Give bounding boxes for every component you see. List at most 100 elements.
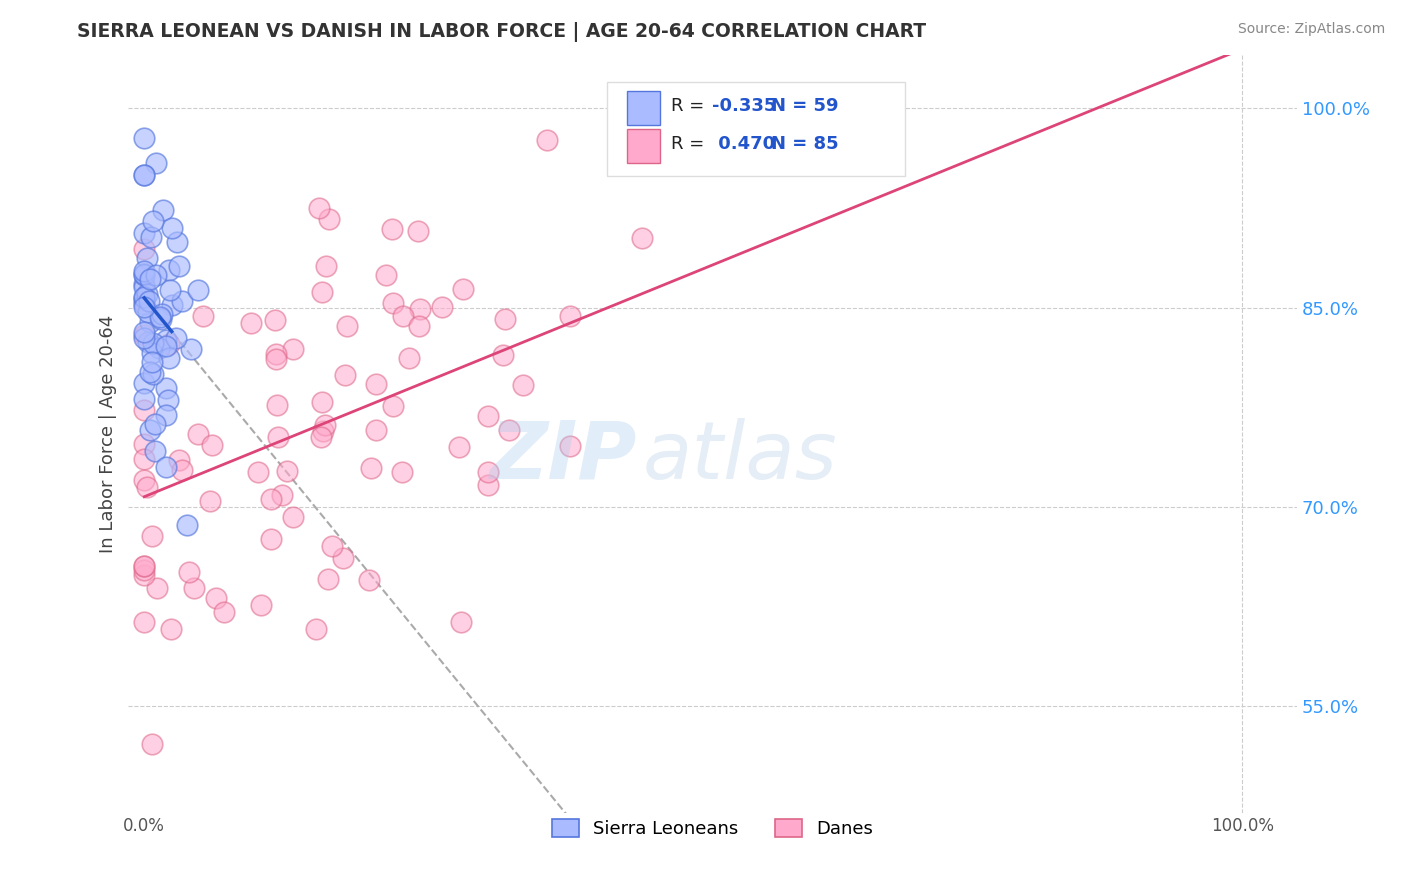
Point [318, 572, 340, 586]
Text: 0.470: 0.470 [713, 135, 776, 153]
Point [375, 268, 398, 282]
Point [336, 318, 359, 333]
Text: R =: R = [672, 97, 710, 115]
Point [139, 230, 162, 244]
Point [141, 346, 163, 360]
Point [359, 573, 381, 587]
Point [187, 427, 209, 442]
Point [134, 437, 156, 451]
Point [408, 301, 430, 316]
Point [146, 581, 169, 595]
FancyBboxPatch shape [627, 91, 659, 125]
Point [143, 417, 166, 431]
Point [136, 334, 159, 349]
Point [166, 235, 188, 249]
Point [159, 622, 181, 636]
Point [139, 315, 162, 329]
FancyBboxPatch shape [627, 128, 659, 162]
Point [494, 312, 516, 326]
Point [142, 335, 165, 350]
Point [177, 565, 200, 579]
Point [491, 348, 513, 362]
Point [135, 287, 157, 301]
Point [260, 533, 283, 547]
Point [162, 220, 184, 235]
Point [247, 466, 270, 480]
Point [152, 202, 174, 217]
Point [283, 510, 305, 524]
Point [145, 268, 167, 282]
Point [167, 260, 190, 274]
Point [134, 130, 156, 145]
Point [406, 224, 429, 238]
Point [155, 334, 177, 348]
Point [264, 352, 287, 367]
Point [309, 430, 332, 444]
Point [134, 563, 156, 577]
Point [398, 351, 420, 365]
Point [134, 290, 156, 304]
FancyBboxPatch shape [607, 82, 905, 177]
Point [364, 376, 387, 391]
Point [308, 202, 330, 216]
Point [381, 399, 404, 413]
Point [498, 423, 520, 437]
Point [134, 473, 156, 487]
Point [176, 518, 198, 533]
Point [170, 462, 193, 476]
Point [136, 480, 159, 494]
Point [449, 441, 471, 455]
Point [134, 242, 156, 256]
Text: Source: ZipAtlas.com: Source: ZipAtlas.com [1237, 22, 1385, 37]
Point [477, 409, 499, 423]
Point [143, 444, 166, 458]
Point [134, 300, 156, 314]
Point [134, 327, 156, 342]
Point [360, 461, 382, 475]
Point [157, 337, 180, 351]
Point [631, 230, 654, 244]
Point [250, 598, 273, 612]
Point [134, 376, 156, 390]
Point [150, 312, 173, 326]
Point [134, 568, 156, 582]
Point [305, 622, 328, 636]
Point [159, 284, 181, 298]
Point [450, 615, 472, 629]
Point [191, 309, 214, 323]
Point [155, 408, 177, 422]
Point [150, 307, 173, 321]
Point [134, 452, 156, 467]
Point [155, 381, 177, 395]
Point [142, 367, 165, 381]
Point [477, 477, 499, 491]
Point [134, 326, 156, 340]
Point [134, 559, 156, 574]
Text: -0.335: -0.335 [713, 97, 776, 115]
Point [477, 465, 499, 479]
Point [157, 263, 180, 277]
Point [149, 310, 172, 324]
Point [333, 368, 356, 382]
Text: N = 85: N = 85 [770, 135, 838, 153]
Point [364, 424, 387, 438]
Point [205, 591, 228, 606]
Point [271, 488, 294, 502]
Point [240, 316, 263, 330]
Point [311, 395, 333, 409]
Point [281, 343, 304, 357]
Point [160, 298, 183, 312]
Point [141, 529, 163, 543]
Point [134, 402, 156, 417]
Point [138, 294, 160, 309]
Point [200, 437, 222, 451]
Point [134, 291, 156, 305]
Point [134, 615, 156, 630]
Point [141, 355, 163, 369]
Point [314, 418, 336, 433]
Point [451, 282, 474, 296]
Point [318, 211, 340, 226]
Point [391, 309, 413, 323]
Point [311, 285, 333, 299]
Point [408, 319, 430, 334]
